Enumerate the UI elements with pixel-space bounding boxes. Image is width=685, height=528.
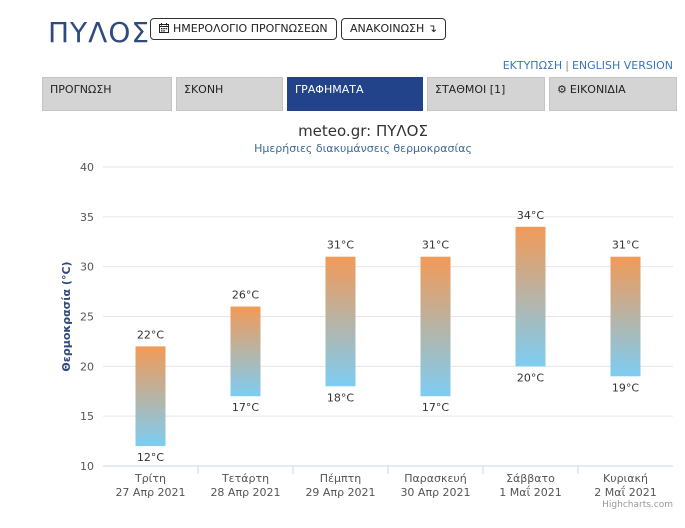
- x-tick-date: 1 Μαΐ 2021: [499, 485, 561, 499]
- temperature-bar[interactable]: [610, 256, 641, 377]
- chart-subtitle: Ημερήσιες διακυμάνσεις θερμοκρασίας: [254, 142, 472, 155]
- x-tick-day: Σάββατο: [506, 472, 555, 485]
- highcharts-credit[interactable]: Highcharts.com: [602, 500, 673, 510]
- high-temp-label: 34°C: [517, 209, 544, 222]
- x-tick-date: 28 Απρ 2021: [210, 486, 280, 499]
- tab-label: ΕΙΚΟΝΙΔΙΑ: [569, 83, 626, 96]
- print-link[interactable]: ΕΚΤΥΠΩΣΗ: [502, 59, 563, 72]
- x-tick-day: Τετάρτη: [221, 472, 269, 485]
- x-tick-date: 27 Απρ 2021: [115, 486, 185, 499]
- data-labels: 22°C 12°C 26°C 17°C 31°C 18°C 31°C 17°C 34°C 20°C…: [137, 209, 639, 464]
- y-tick-label: 25: [80, 311, 94, 324]
- announcement-button[interactable]: ΑΝΑΚΟΙΝΩΣΗ ↴: [341, 18, 446, 40]
- tab-dust[interactable]: ΣΚΟΝΗ: [176, 77, 283, 111]
- temperature-bar[interactable]: [420, 256, 451, 397]
- gear-icon: ⚙: [557, 83, 567, 96]
- tab-label: ΓΡΑΦΗΜΑΤΑ: [295, 83, 364, 96]
- forecast-calendar-button[interactable]: ΗΜΕΡΟΛΟΓΙΟ ΠΡΟΓΝΩΣΕΩΝ: [150, 18, 337, 40]
- x-tick-date: 29 Απρ 2021: [305, 486, 375, 499]
- high-temp-label: 31°C: [327, 239, 354, 252]
- low-temp-label: 20°C: [517, 371, 544, 384]
- high-temp-label: 26°C: [232, 289, 259, 302]
- x-tick-date: 30 Απρ 2021: [400, 486, 470, 499]
- tab-forecast[interactable]: ΠΡΟΓΝΩΣΗ: [42, 77, 172, 111]
- grid-lines: [103, 166, 673, 467]
- low-temp-label: 18°C: [327, 391, 354, 404]
- tab-label: ΠΡΟΓΝΩΣΗ: [50, 83, 112, 96]
- english-version-link[interactable]: ENGLISH VERSION: [571, 59, 673, 72]
- temperature-bar[interactable]: [230, 306, 261, 397]
- tab-charts[interactable]: ΓΡΑΦΗΜΑΤΑ: [287, 77, 423, 111]
- link-separator: |: [565, 59, 569, 72]
- tab-label: ΣΤΑΘΜΟΙ [1]: [435, 83, 506, 96]
- city-title: ΠΥΛΟΣ: [48, 16, 151, 49]
- y-tick-label: 15: [80, 410, 94, 423]
- y-axis-title: Θερμοκρασία (°C): [60, 261, 73, 371]
- y-tick-label: 10: [80, 460, 94, 473]
- calendar-icon: [159, 23, 169, 33]
- low-temp-label: 17°C: [422, 401, 449, 414]
- x-tick-day: Πέμπτη: [320, 472, 361, 485]
- announcement-label: ΑΝΑΚΟΙΝΩΣΗ ↴: [350, 22, 437, 35]
- bars: [135, 226, 641, 447]
- low-temp-label: 12°C: [137, 451, 164, 464]
- x-tick-day: Παρασκευή: [404, 472, 467, 485]
- low-temp-label: 17°C: [232, 401, 259, 414]
- y-tick-label: 30: [80, 261, 94, 274]
- y-tick-label: 35: [80, 211, 94, 224]
- tab-stations[interactable]: ΣΤΑΘΜΟΙ [1]: [427, 77, 545, 111]
- chart-title: meteo.gr: ΠΥΛΟΣ: [298, 122, 428, 140]
- x-tick-day: Τρίτη: [134, 472, 166, 485]
- high-temp-label: 31°C: [612, 239, 639, 252]
- y-axis-ticks: 10 15 20 25 30 35 40: [80, 161, 94, 473]
- high-temp-label: 22°C: [137, 328, 164, 341]
- top-links: ΕΚΤΥΠΩΣΗ | ENGLISH VERSION: [503, 59, 673, 72]
- temperature-bar[interactable]: [135, 346, 166, 447]
- y-tick-label: 20: [80, 360, 94, 373]
- x-tick-day: Κυριακή: [603, 472, 648, 485]
- tab-label: ΣΚΟΝΗ: [184, 83, 224, 96]
- high-temp-label: 31°C: [422, 239, 449, 252]
- temperature-bar[interactable]: [515, 226, 546, 367]
- x-tick-date: 2 Μαΐ 2021: [594, 485, 656, 499]
- y-tick-label: 40: [80, 161, 94, 174]
- forecast-calendar-label: ΗΜΕΡΟΛΟΓΙΟ ΠΡΟΓΝΩΣΕΩΝ: [173, 22, 328, 35]
- tab-icons[interactable]: ⚙ ΕΙΚΟΝΙΔΙΑ: [549, 77, 677, 111]
- temperature-range-chart: meteo.gr: ΠΥΛΟΣ Ημερήσιες διακυμάνσεις θ…: [60, 122, 673, 510]
- temperature-bar[interactable]: [325, 256, 356, 387]
- low-temp-label: 19°C: [612, 381, 639, 394]
